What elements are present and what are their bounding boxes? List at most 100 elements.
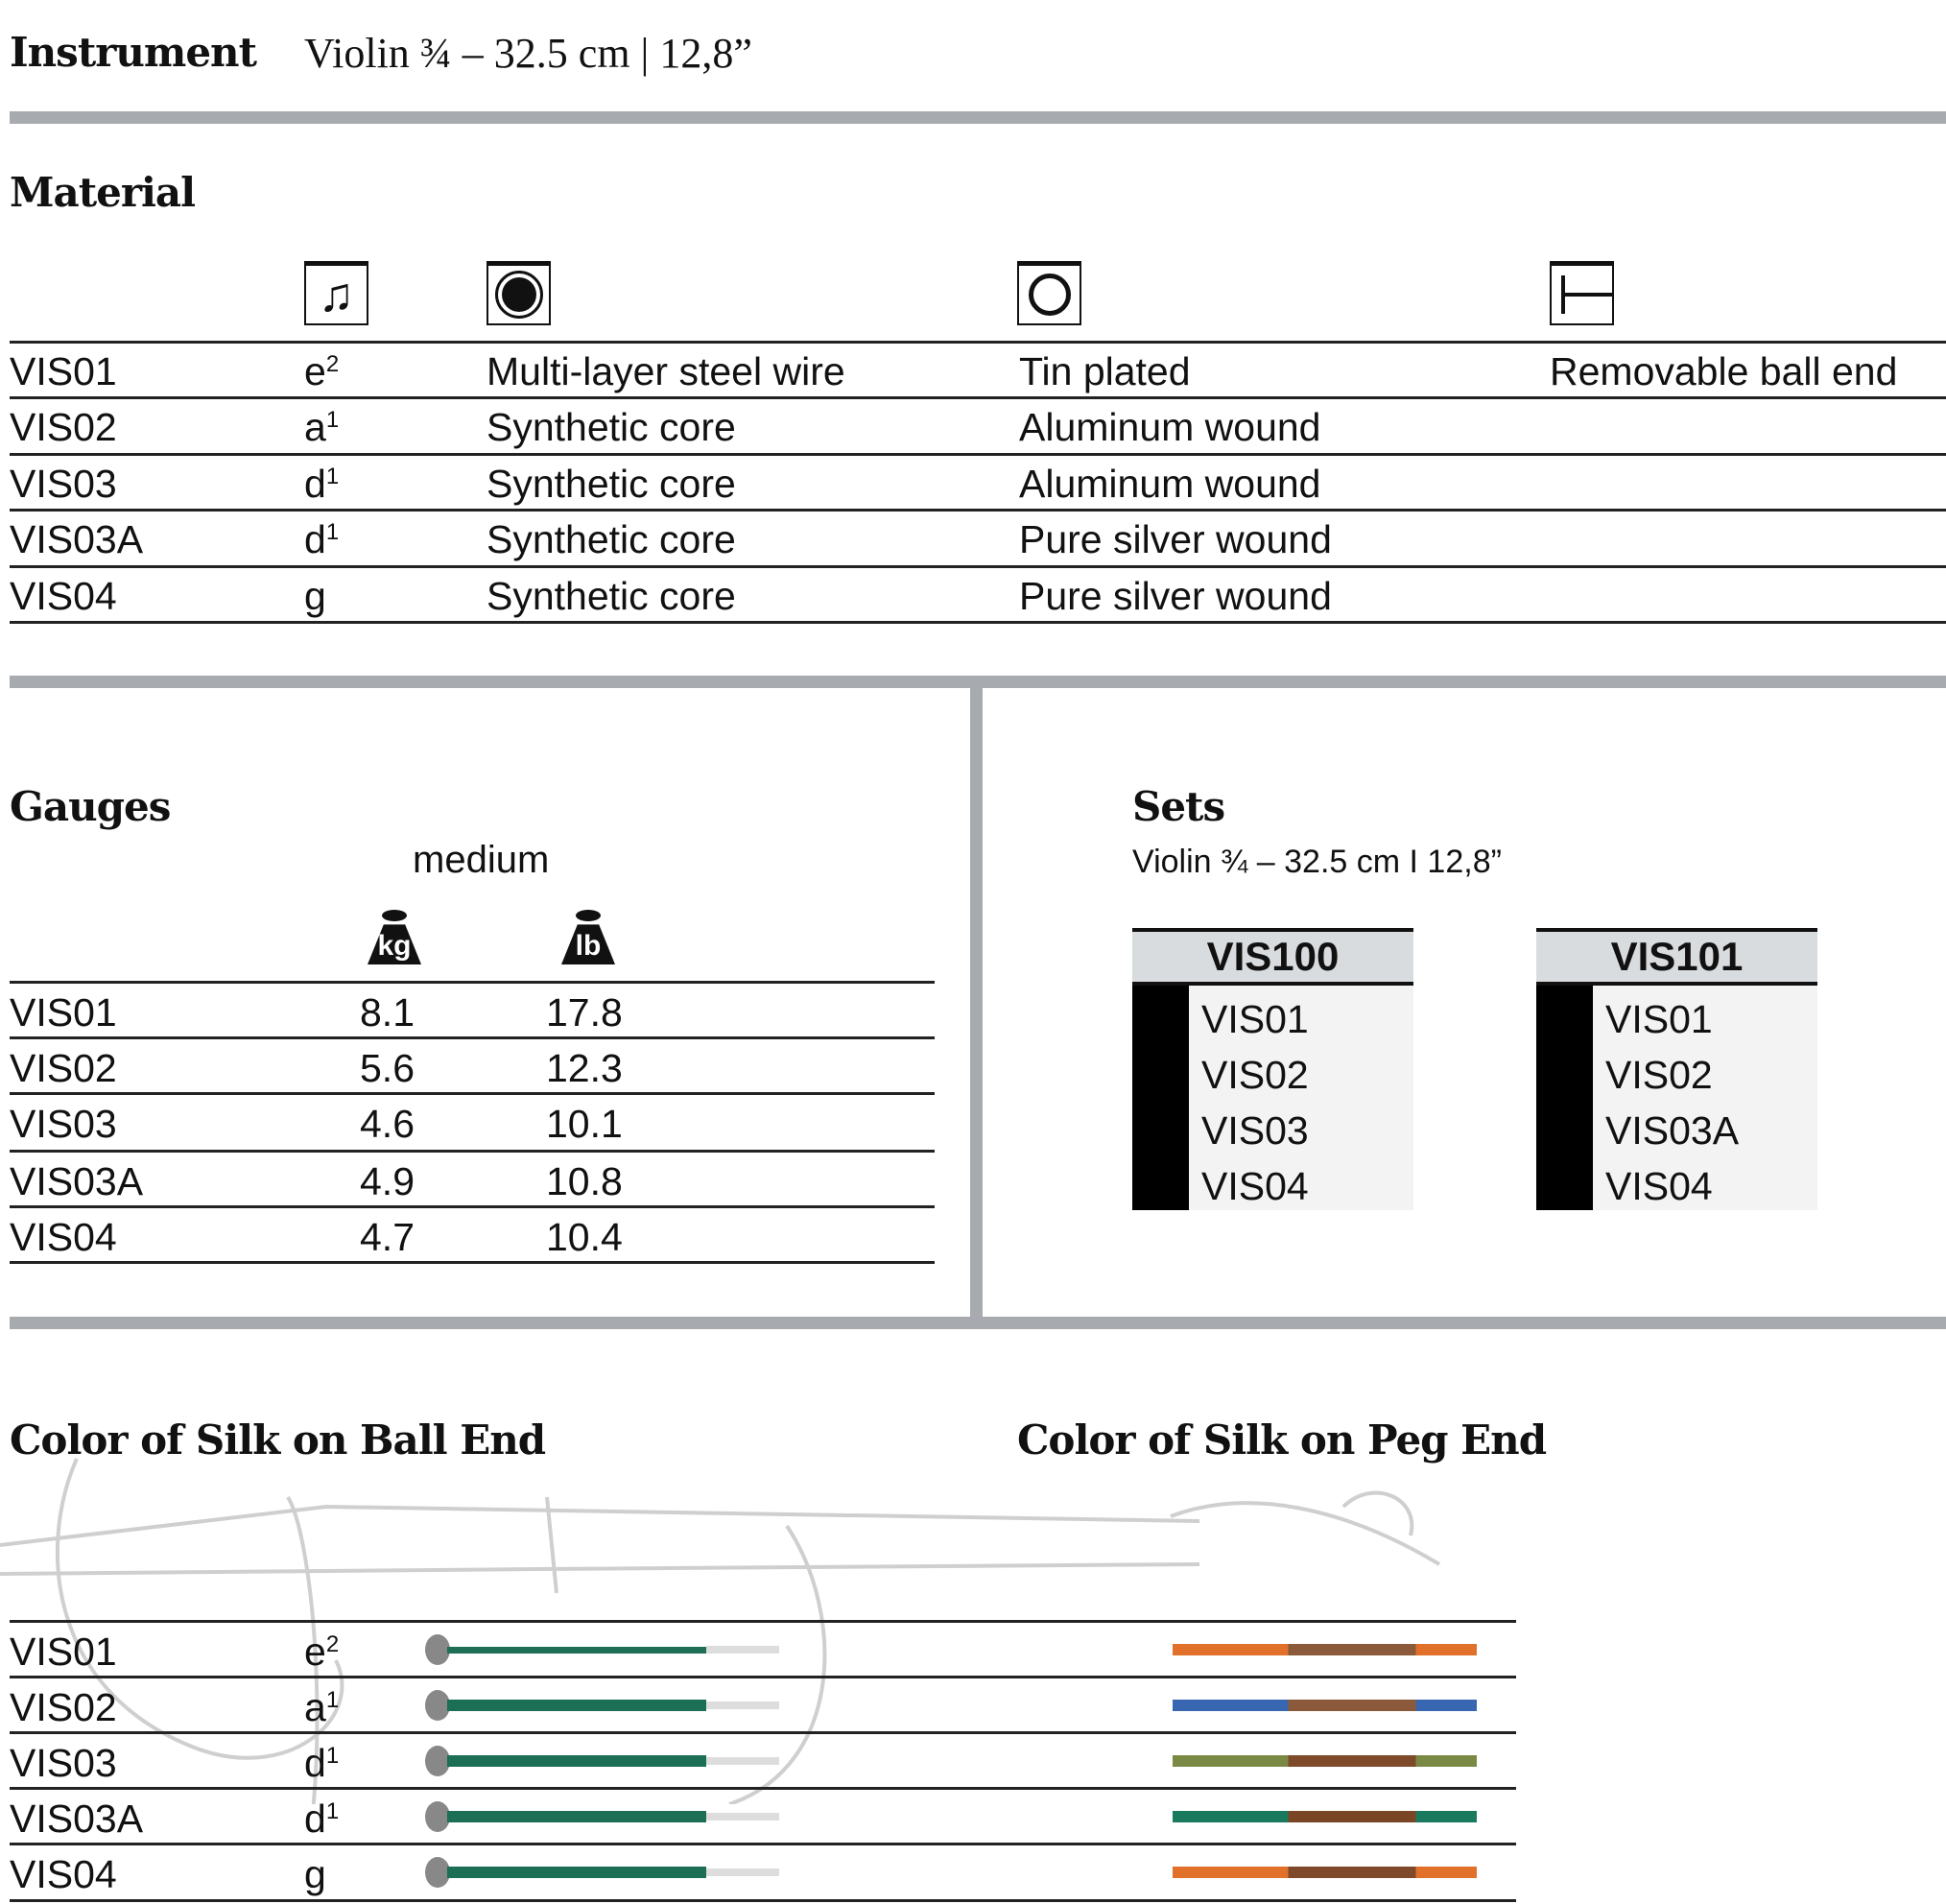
set-marker <box>1132 986 1189 1210</box>
string-id: VIS02 <box>10 1685 117 1729</box>
row-rule <box>10 565 1946 568</box>
ball-end-silk <box>447 1755 706 1767</box>
peg-end-silk <box>1173 1755 1477 1767</box>
divider <box>10 1317 1946 1329</box>
ball-end-ball <box>425 1857 450 1888</box>
peg-end-silk <box>1173 1700 1477 1711</box>
row-rule <box>10 1092 935 1095</box>
ball-end-wire <box>706 1702 779 1709</box>
set-card: VIS101 VIS01 VIS02 VIS03A VIS04 <box>1536 928 1817 1210</box>
ball-end-wire <box>706 1757 779 1765</box>
ball-end-silk <box>447 1867 706 1878</box>
string-id: VIS03 <box>10 1102 117 1146</box>
sets-subtitle: Violin ¾ – 32.5 cm I 12,8” <box>1132 844 1502 880</box>
string-id: VIS02 <box>10 1046 117 1090</box>
string-note: g <box>304 1855 326 1894</box>
row-rule <box>10 1676 1516 1678</box>
row-rule <box>10 1843 1516 1845</box>
core-material: Synthetic core <box>486 462 736 506</box>
ball-end-ball <box>425 1801 450 1832</box>
tension-lb: 17.8 <box>546 990 623 1035</box>
divider <box>970 676 983 1322</box>
string-id: VIS04 <box>10 1852 117 1896</box>
row-rule <box>10 1036 935 1039</box>
sets-heading: Sets <box>1132 783 1225 830</box>
row-rule <box>10 981 935 984</box>
note-octave: 1 <box>325 1798 340 1824</box>
ball-end-wire <box>706 1646 779 1654</box>
gauges-heading: Gauges <box>10 783 171 830</box>
set-string: VIS03A <box>1605 1108 1740 1153</box>
note-letter: d <box>304 517 326 561</box>
string-id: VIS02 <box>10 405 117 449</box>
material-heading: Material <box>10 169 196 216</box>
core-icon <box>486 261 551 325</box>
string-id: VIS03 <box>10 1741 117 1785</box>
row-rule <box>10 1787 1516 1790</box>
row-rule <box>10 1620 1516 1623</box>
peg-end-silk <box>1173 1867 1477 1878</box>
set-card: VIS100 VIS01 VIS02 VIS03 VIS04 <box>1132 928 1413 1210</box>
set-string: VIS03 <box>1201 1108 1309 1153</box>
note-icon: ♫ <box>304 261 368 325</box>
set-string: VIS01 <box>1201 997 1309 1041</box>
tension-lb: 10.4 <box>546 1215 623 1259</box>
set-string: VIS02 <box>1201 1053 1309 1097</box>
ball-end-silk <box>447 1646 706 1654</box>
tension-kg: 8.1 <box>360 990 415 1035</box>
note-letter: e <box>304 349 326 393</box>
tension-lb: 12.3 <box>546 1046 623 1090</box>
row-rule <box>10 509 1946 512</box>
string-id: VIS03A <box>10 1159 144 1203</box>
row-rule <box>10 1150 935 1153</box>
set-name: VIS101 <box>1536 928 1817 986</box>
note-octave: 2 <box>325 1631 340 1657</box>
lb-label: lb <box>575 930 602 962</box>
string-note: a1 <box>304 408 339 447</box>
string-id: VIS03A <box>10 1797 144 1841</box>
string-id: VIS01 <box>10 990 117 1035</box>
row-rule <box>10 1731 1516 1734</box>
lb-weight-icon: lb <box>561 924 615 964</box>
ball-end-ball <box>425 1634 450 1665</box>
string-note: d1 <box>304 520 339 559</box>
winding-material: Tin plated <box>1019 349 1191 393</box>
row-rule <box>10 621 1946 624</box>
instrument-value: Violin ¾ – 32.5 cm | 12,8” <box>304 30 752 77</box>
note-octave: 2 <box>325 351 340 377</box>
string-note: d1 <box>304 1799 339 1839</box>
set-string: VIS04 <box>1605 1164 1713 1208</box>
string-note: e2 <box>304 1632 339 1672</box>
row-rule <box>10 341 1946 344</box>
ball-end-silk <box>447 1811 706 1822</box>
set-string: VIS02 <box>1605 1053 1713 1097</box>
kg-label: kg <box>377 930 412 962</box>
note-letter: e <box>304 1630 326 1674</box>
kg-weight-icon: kg <box>368 924 421 964</box>
string-id: VIS04 <box>10 574 117 618</box>
tension-kg: 4.6 <box>360 1102 415 1146</box>
row-rule <box>10 1899 1516 1902</box>
string-note: d1 <box>304 1744 339 1783</box>
lb-weight-handle <box>576 910 601 921</box>
tension-kg: 4.9 <box>360 1159 415 1203</box>
violin-sketch <box>0 1458 1441 1804</box>
peg-end-silk <box>1173 1811 1477 1822</box>
core-material: Synthetic core <box>486 517 736 561</box>
winding-material: Aluminum wound <box>1019 462 1321 506</box>
ball-end-ball <box>425 1746 450 1776</box>
winding-material: Pure silver wound <box>1019 574 1332 618</box>
winding-material: Pure silver wound <box>1019 517 1332 561</box>
note-octave: 1 <box>325 1687 340 1713</box>
note-letter: d <box>304 462 326 506</box>
note-octave: 1 <box>325 519 340 545</box>
string-id: VIS01 <box>10 349 117 393</box>
instrument-label: Instrument <box>10 29 257 76</box>
core-material: Synthetic core <box>486 405 736 449</box>
string-id: VIS01 <box>10 1630 117 1674</box>
row-rule <box>10 1261 935 1264</box>
winding-material: Aluminum wound <box>1019 405 1321 449</box>
ball-end-ball <box>425 1690 450 1721</box>
string-note: a1 <box>304 1688 339 1727</box>
tension-kg: 4.7 <box>360 1215 415 1259</box>
